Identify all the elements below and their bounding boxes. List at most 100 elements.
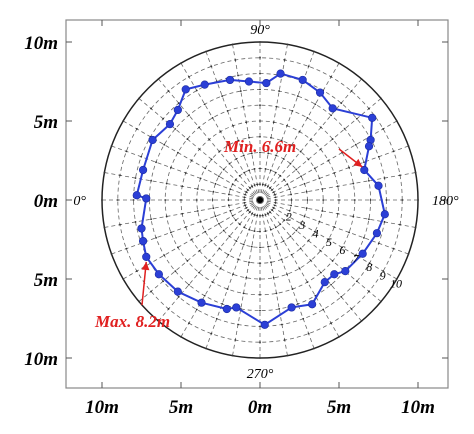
grid-dot [134,221,137,223]
grid-dot [355,280,358,283]
grid-dot [392,150,395,153]
grid-dot [227,144,230,147]
grid-dot [318,177,321,180]
grid-dot [227,253,230,256]
grid-dot [199,220,202,223]
grid-dot [259,293,261,296]
grid-dot [237,74,239,77]
grid-dot [239,90,242,92]
grid-dot [298,130,301,133]
grid-dot [360,320,363,322]
grid-dot [210,158,213,161]
grid-dot [243,199,246,201]
grid-dot [343,128,346,130]
grid-dot [177,151,179,154]
grid-dot [163,254,166,257]
grid-dot [283,178,286,181]
grid-dot [186,138,189,140]
data-point [165,120,175,129]
grid-dot [180,62,182,65]
grid-dot [264,230,267,233]
grid-dot [291,110,294,112]
grid-dot [286,273,288,276]
grid-dot [283,59,286,61]
grid-dot [341,246,343,249]
grid-dot [205,50,207,53]
data-point [138,165,148,175]
grid-dot [313,50,315,53]
grid-dot [101,199,103,201]
grid-dot [134,177,137,179]
grid-dot [218,175,220,178]
angle-label: 270° [247,367,274,382]
grid-dot [286,183,289,186]
ring-label: 9 [380,268,386,282]
grid-dot [271,209,274,212]
grid-dot [221,95,224,97]
grid-dot [267,245,270,248]
grid-dot [198,126,200,129]
grid-dot [267,212,269,215]
grid-dot [281,323,283,326]
grid-dot [272,191,275,194]
grid-dot [309,259,312,262]
grid-dot [269,228,272,231]
grid-dot [242,105,245,108]
grid-dot [125,247,128,250]
grid-dot [369,199,372,201]
grid-dot [155,161,157,164]
grid-dot [270,136,272,139]
grid-dot [238,174,241,177]
grid-dot [243,196,246,199]
y-tick-label: 0m [34,191,58,212]
grid-dot [319,249,322,252]
grid-dot [271,188,274,191]
grid-dot [274,199,277,201]
ring-label: 6 [339,243,345,257]
grid-dot [352,215,355,218]
grid-dot [228,162,231,165]
x-tick-label: 10m [85,397,119,418]
angle-label: 180° [432,194,459,209]
grid-dot [264,213,267,216]
grid-dot [140,155,143,158]
grid-dot [210,332,213,335]
grid-dot [250,245,253,248]
grid-dot [231,183,234,186]
grid-dot [253,184,256,187]
grid-dot [259,72,261,75]
grid-dot [167,308,170,310]
y-tick-label: 5m [34,270,58,291]
grid-dot [208,259,211,262]
grid-dot [196,210,199,212]
grid-dot [237,258,240,261]
data-point [137,224,146,233]
data-point [142,194,151,203]
ring-label: 7 [353,252,360,266]
annotation-label: Min. 6.6m [223,137,296,156]
grid-dot [190,159,193,162]
grid-dot [226,288,229,290]
grid-dot [348,166,350,169]
grid-dot [180,199,182,201]
grid-dot [333,226,336,228]
ring-label: 3 [298,218,305,232]
grid-dot [242,154,245,157]
grid-dot [300,175,302,178]
grid-dot [283,339,286,341]
ring-label: 2 [286,210,292,224]
grid-dot [231,214,234,217]
grid-dot [248,261,250,264]
grid-dot [237,323,239,326]
grid-dot [363,161,365,164]
grid-dot [286,354,289,357]
data-point [364,142,374,151]
grid-dot [212,207,215,210]
grid-dot [368,107,370,110]
grid-dot [248,136,250,139]
grid-dot [234,339,237,341]
grid-dot [245,121,248,124]
grid-dot [211,281,214,283]
grid-dot [261,214,264,217]
grid-dot [303,215,306,218]
